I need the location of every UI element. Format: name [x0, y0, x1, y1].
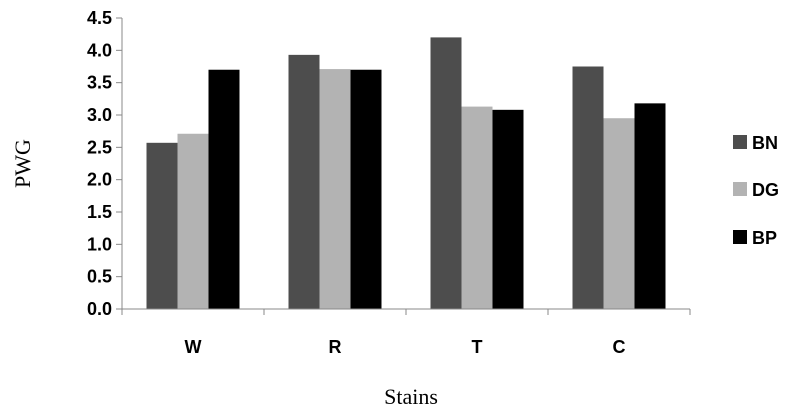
legend-label-bp: BP [752, 228, 777, 248]
bar-dg-w [177, 133, 209, 309]
bar-bp-t [492, 109, 524, 310]
bar-bp-c [634, 103, 666, 309]
legend-swatch-bn [733, 135, 747, 149]
x-tick-label: W [185, 337, 202, 357]
y-axis: 0.0 0.5 1.0 1.5 2.0 2.5 3.0 3.5 4.0 4.5 [87, 8, 123, 319]
legend: BN DG BP [733, 133, 779, 248]
legend-swatch-dg [733, 182, 747, 196]
y-tick-label: 1.0 [87, 234, 112, 254]
x-axis-title: Stains [384, 384, 438, 409]
y-tick-label: 0.0 [87, 299, 112, 319]
y-tick-label: 4.5 [87, 8, 112, 28]
y-tick-label: 2.0 [87, 170, 112, 190]
bar-dg-c [603, 118, 635, 309]
bar-dg-r [319, 69, 351, 309]
bar-bn-c [572, 66, 604, 309]
legend-label-bn: BN [752, 133, 778, 153]
bar-bn-w [146, 142, 178, 309]
x-tick-label: C [613, 337, 626, 357]
bar-bp-r [350, 69, 382, 309]
legend-label-dg: DG [752, 180, 779, 200]
y-tick-label: 3.0 [87, 105, 112, 125]
bar-bp-w [208, 69, 240, 309]
y-tick-label: 3.5 [87, 73, 112, 93]
bar-dg-t [461, 106, 493, 310]
plot-area [146, 37, 666, 310]
y-axis-title: PWG [10, 139, 35, 188]
bar-bn-t [430, 37, 462, 310]
y-tick-label: 0.5 [87, 267, 112, 287]
y-tick-label: 2.5 [87, 137, 112, 157]
x-tick-label: T [472, 337, 483, 357]
y-tick-label: 1.5 [87, 202, 112, 222]
y-tick-label: 4.0 [87, 40, 112, 60]
x-tick-label: R [329, 337, 342, 357]
legend-swatch-bp [733, 230, 747, 244]
bar-bn-r [288, 54, 320, 309]
